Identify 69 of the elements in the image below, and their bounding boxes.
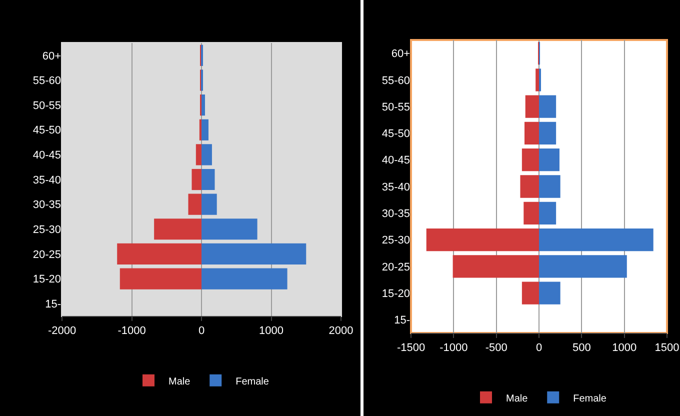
y-tick-label: 40-45	[32, 150, 61, 162]
bar	[202, 144, 212, 166]
y-tick-label: 60+	[391, 48, 410, 60]
bar	[522, 282, 539, 304]
bar	[524, 122, 539, 145]
x-tick-label: -2000	[48, 325, 76, 338]
bar	[202, 168, 215, 190]
bar	[202, 119, 208, 140]
bar	[539, 148, 560, 172]
y-tick-label: 30-35	[382, 208, 410, 220]
bar	[452, 255, 539, 278]
x-tick-label: 500	[572, 342, 591, 354]
bar	[536, 68, 539, 92]
y-tick-label: 45-50	[32, 124, 61, 137]
y-tick-label: 15-	[394, 314, 410, 327]
bar	[539, 255, 627, 278]
bar	[120, 268, 202, 290]
legend-label: Male	[168, 376, 191, 388]
y-tick-label: 45-50	[382, 128, 410, 140]
bar	[539, 95, 556, 118]
y-tick-label: 25-30	[32, 224, 61, 236]
bar	[539, 228, 654, 252]
x-tick-label: 2000	[328, 325, 354, 338]
x-tick-label: 1500	[654, 342, 680, 354]
bar	[426, 228, 539, 252]
bar	[117, 243, 202, 264]
bar	[539, 122, 556, 145]
y-tick-label: 15-20	[382, 288, 410, 300]
x-tick-label: -500	[485, 342, 508, 354]
y-tick-label: 35-40	[32, 174, 61, 186]
legend-label: Female	[573, 393, 607, 404]
y-tick-label: 20-25	[32, 248, 61, 261]
bar	[196, 144, 202, 166]
legend-label: Male	[506, 393, 528, 404]
bar	[188, 194, 202, 215]
x-tick-label: -1000	[118, 325, 146, 338]
y-tick-label: 40-45	[382, 154, 410, 167]
y-tick-label: 55-60	[32, 75, 61, 88]
x-tick-label: 0	[198, 325, 205, 338]
y-tick-label: 25-30	[382, 234, 410, 247]
bar	[520, 175, 539, 198]
bar	[192, 168, 202, 190]
bar	[522, 148, 539, 172]
x-tick-label: -1500	[396, 342, 426, 354]
y-tick-label: 30-35	[32, 199, 61, 212]
x-tick-label: 1000	[259, 325, 284, 338]
y-tick-label: 50-55	[32, 100, 61, 112]
bar	[539, 282, 560, 304]
y-tick-label: 15-20	[32, 274, 61, 286]
bar	[525, 95, 539, 118]
bar	[524, 202, 539, 224]
bar	[202, 268, 288, 290]
y-tick-label: 50-55	[382, 101, 410, 114]
bar	[539, 175, 560, 198]
bar	[202, 243, 306, 264]
y-tick-label: 55-60	[382, 74, 410, 87]
bar	[202, 194, 217, 215]
x-tick-label: -1000	[440, 342, 468, 354]
x-tick-label: 1000	[612, 342, 637, 354]
y-tick-label: 20-25	[382, 261, 410, 274]
legend-label: Female	[236, 376, 270, 388]
y-tick-label: 35-40	[382, 181, 410, 194]
bar	[202, 218, 258, 240]
y-tick-label: 15-	[45, 298, 62, 310]
bar	[154, 218, 202, 240]
bar	[539, 202, 556, 224]
y-tick-label: 60+	[42, 50, 61, 62]
x-tick-label: 0	[536, 342, 542, 354]
bar	[202, 94, 205, 116]
